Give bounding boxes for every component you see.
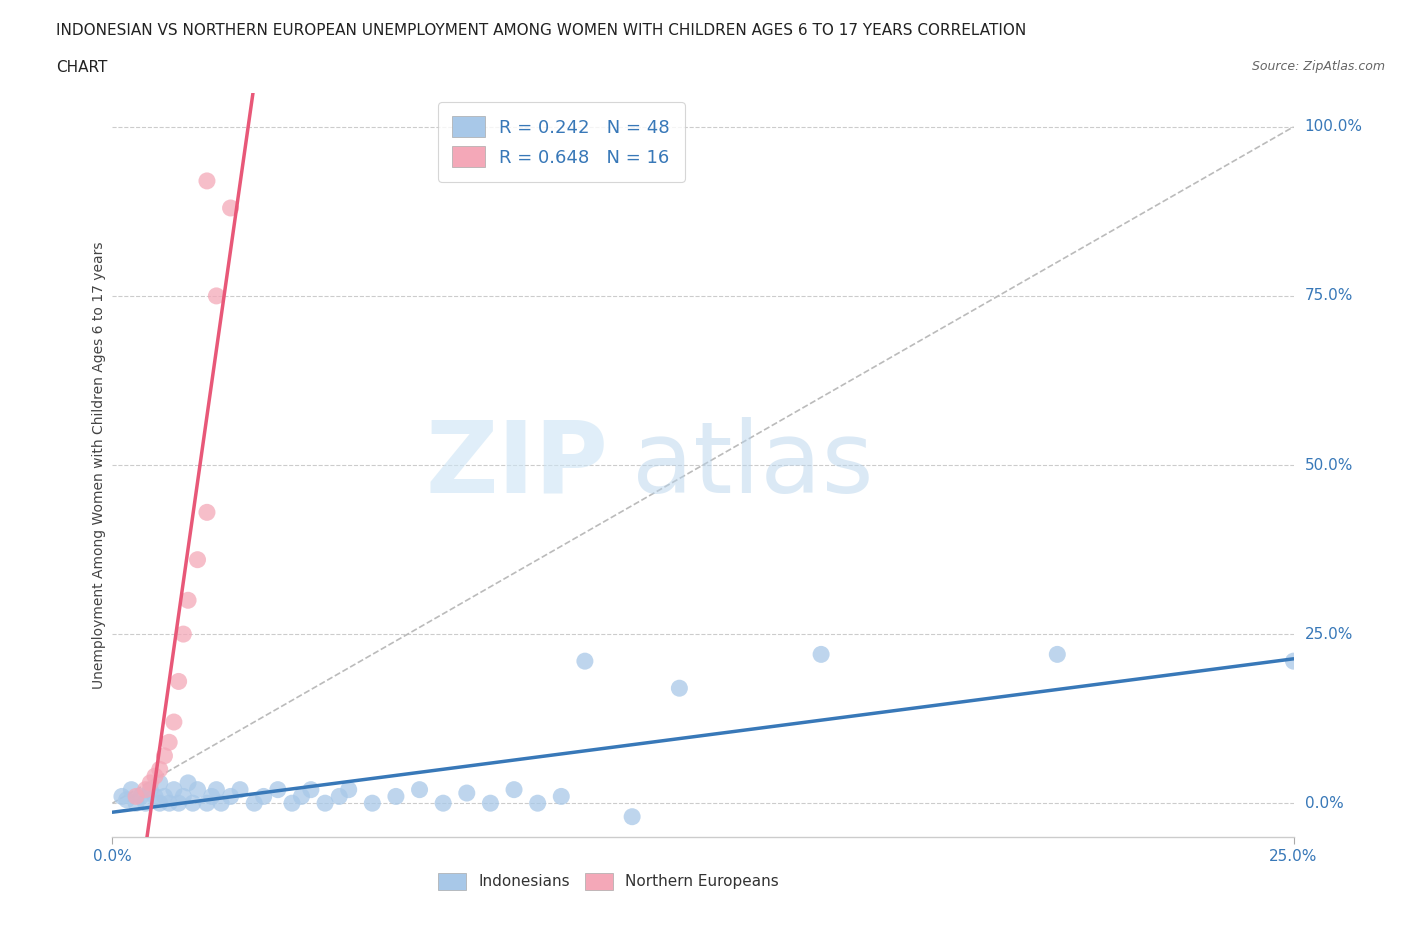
Point bbox=[139, 776, 162, 790]
Point bbox=[157, 796, 180, 811]
Point bbox=[574, 654, 596, 669]
Point bbox=[129, 789, 152, 804]
Point bbox=[111, 789, 134, 804]
Point bbox=[229, 782, 252, 797]
Point bbox=[1282, 654, 1305, 669]
Point bbox=[1046, 647, 1069, 662]
Text: 0.0%: 0.0% bbox=[1305, 796, 1343, 811]
Point bbox=[195, 505, 218, 520]
Point bbox=[135, 782, 157, 797]
Point bbox=[243, 796, 266, 811]
Text: CHART: CHART bbox=[56, 60, 108, 75]
Point bbox=[550, 789, 572, 804]
Point bbox=[479, 796, 502, 811]
Point bbox=[205, 288, 228, 303]
Point bbox=[149, 762, 172, 777]
Point bbox=[120, 782, 142, 797]
Point bbox=[526, 796, 548, 811]
Point bbox=[810, 647, 832, 662]
Point bbox=[167, 674, 190, 689]
Point bbox=[153, 749, 176, 764]
Point bbox=[163, 782, 186, 797]
Point bbox=[201, 789, 224, 804]
Point bbox=[167, 796, 190, 811]
Point bbox=[281, 796, 304, 811]
Point bbox=[267, 782, 290, 797]
Point bbox=[408, 782, 430, 797]
Text: 100.0%: 100.0% bbox=[1305, 119, 1362, 134]
Point bbox=[195, 174, 218, 189]
Point bbox=[125, 789, 148, 804]
Point bbox=[290, 789, 312, 804]
Point bbox=[125, 796, 148, 811]
Point bbox=[328, 789, 350, 804]
Point bbox=[219, 201, 242, 216]
Text: ZIP: ZIP bbox=[426, 417, 609, 513]
Point bbox=[621, 809, 644, 824]
Point bbox=[163, 714, 186, 729]
Point bbox=[503, 782, 526, 797]
Point bbox=[139, 782, 162, 797]
Point bbox=[253, 789, 276, 804]
Point bbox=[172, 789, 194, 804]
Text: 50.0%: 50.0% bbox=[1305, 458, 1353, 472]
Point bbox=[177, 776, 200, 790]
Point bbox=[172, 627, 194, 642]
Point bbox=[115, 792, 138, 807]
Point bbox=[153, 789, 176, 804]
Point bbox=[195, 796, 218, 811]
Point bbox=[385, 789, 408, 804]
Text: atlas: atlas bbox=[633, 417, 873, 513]
Point bbox=[143, 789, 166, 804]
Point bbox=[186, 552, 208, 567]
Point bbox=[149, 776, 172, 790]
Point bbox=[135, 796, 157, 811]
Point bbox=[314, 796, 336, 811]
Text: INDONESIAN VS NORTHERN EUROPEAN UNEMPLOYMENT AMONG WOMEN WITH CHILDREN AGES 6 TO: INDONESIAN VS NORTHERN EUROPEAN UNEMPLOY… bbox=[56, 23, 1026, 38]
Point bbox=[181, 796, 204, 811]
Point bbox=[149, 796, 172, 811]
Point bbox=[186, 782, 208, 797]
Text: 25.0%: 25.0% bbox=[1305, 627, 1353, 642]
Point bbox=[337, 782, 360, 797]
Point bbox=[361, 796, 384, 811]
Point bbox=[299, 782, 322, 797]
Text: Source: ZipAtlas.com: Source: ZipAtlas.com bbox=[1251, 60, 1385, 73]
Point bbox=[157, 735, 180, 750]
Point bbox=[432, 796, 454, 811]
Point bbox=[143, 769, 166, 784]
Y-axis label: Unemployment Among Women with Children Ages 6 to 17 years: Unemployment Among Women with Children A… bbox=[91, 241, 105, 689]
Point bbox=[456, 786, 478, 801]
Legend: Indonesians, Northern Europeans: Indonesians, Northern Europeans bbox=[433, 867, 785, 897]
Point bbox=[668, 681, 690, 696]
Point bbox=[209, 796, 232, 811]
Point bbox=[177, 592, 200, 607]
Point bbox=[205, 782, 228, 797]
Text: 75.0%: 75.0% bbox=[1305, 288, 1353, 303]
Point bbox=[219, 789, 242, 804]
